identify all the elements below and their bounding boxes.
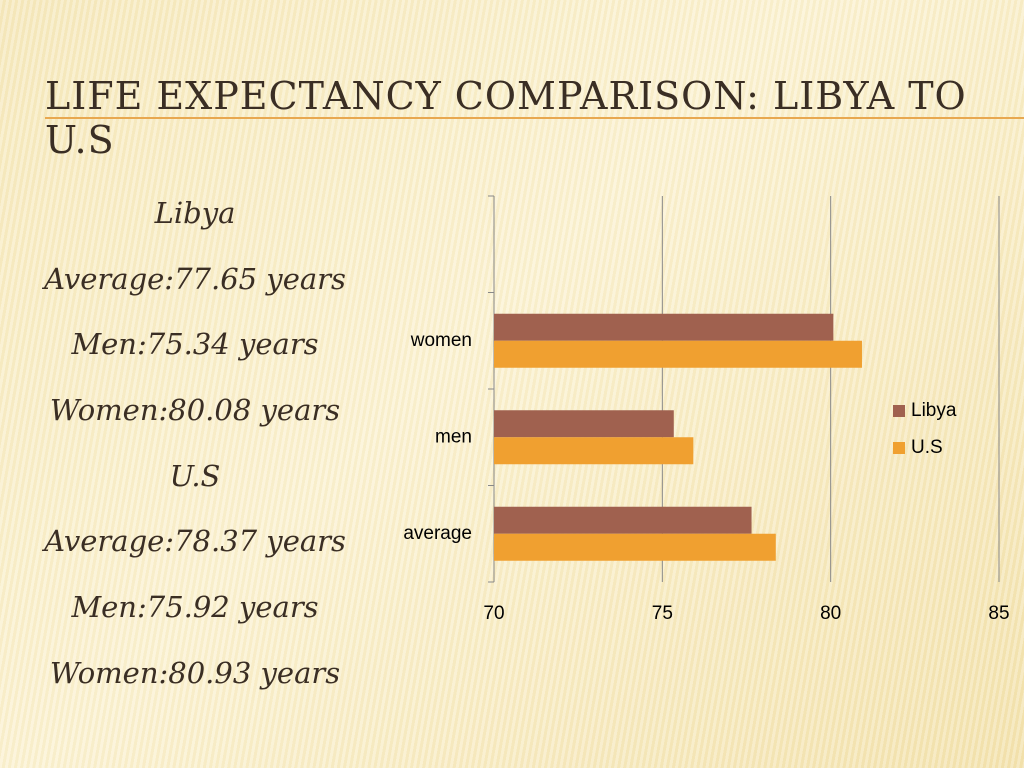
bar (494, 410, 674, 438)
legend-label: Libya (911, 400, 957, 421)
text-line: Average:78.37 years (44, 524, 346, 559)
title-rule (45, 117, 1024, 119)
y-tick-label: average (403, 523, 472, 544)
bar (494, 437, 694, 465)
bar (494, 533, 776, 561)
text-line: Libya (154, 196, 236, 230)
text-line: Women:80.08 years (49, 393, 341, 428)
text-line: Men:75.92 years (71, 590, 319, 625)
bar (494, 506, 752, 534)
x-tick-label: 75 (652, 603, 673, 624)
bar (494, 340, 862, 368)
text-line: Men:75.34 years (71, 327, 319, 362)
x-tick-label: 85 (988, 603, 1009, 624)
legend-swatch (893, 442, 905, 454)
text-lines: Libya Average:77.65 years Men:75.34 years W… (20, 190, 370, 716)
text-line: Average:77.65 years (44, 261, 346, 296)
y-tick-label: women (410, 330, 472, 351)
y-tick-label: men (435, 426, 472, 447)
x-tick-label: 70 (483, 603, 504, 624)
text-line: Women:80.93 years (49, 655, 341, 690)
bar (494, 313, 834, 341)
x-tick-label: 80 (820, 603, 841, 624)
legend-label: U.S (911, 437, 943, 458)
text-line: U.S (169, 458, 221, 493)
legend-swatch (893, 405, 905, 417)
slide-title: LIFE EXPECTANCY COMPARISON: LIBYA TO U.S (45, 74, 967, 162)
